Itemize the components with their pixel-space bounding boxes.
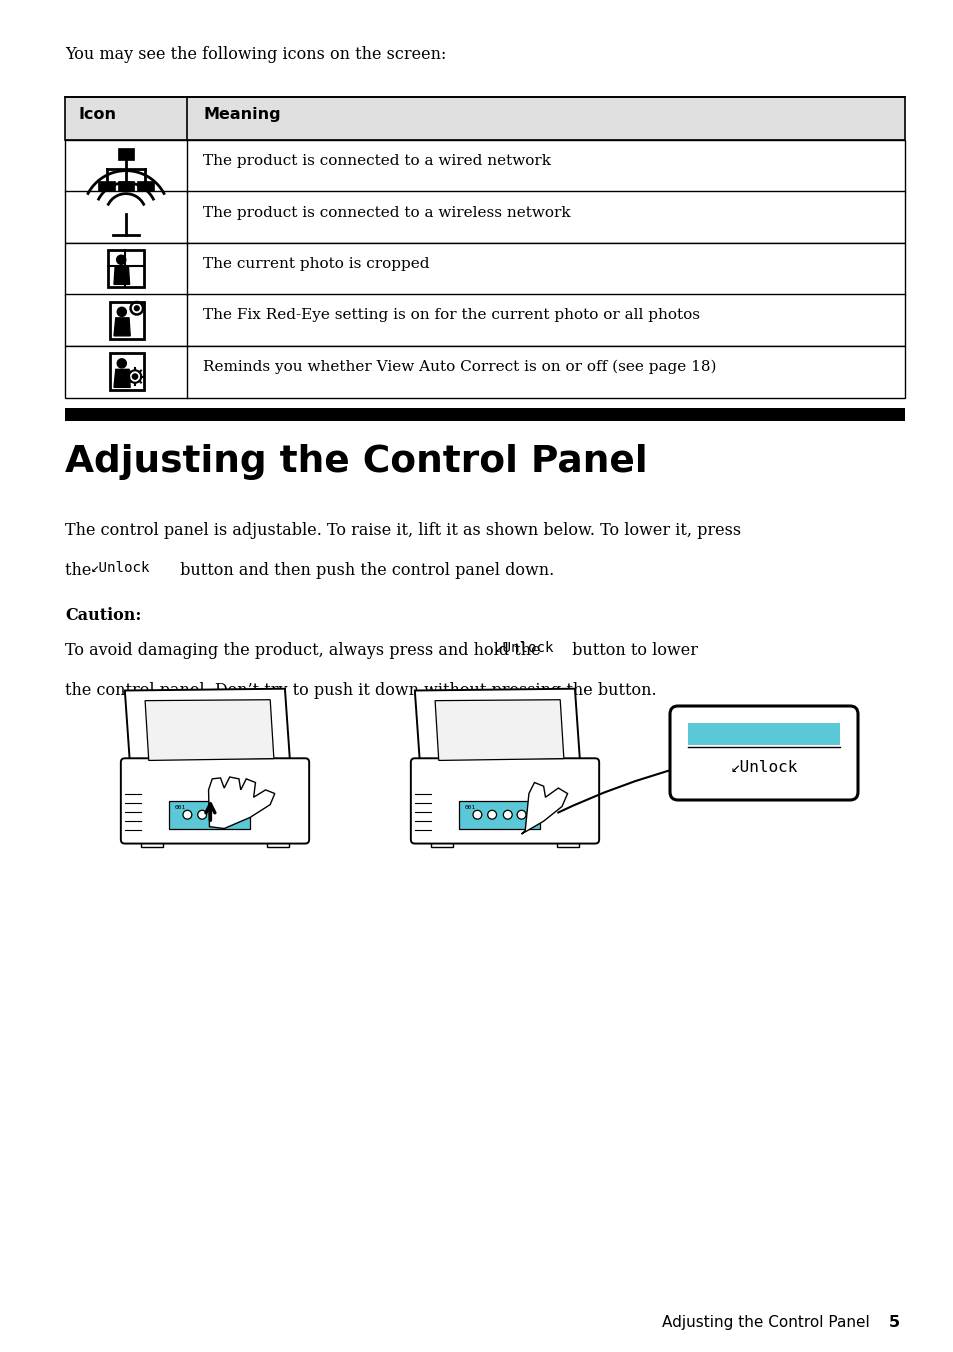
Bar bbox=[141, 838, 163, 846]
Circle shape bbox=[134, 306, 139, 311]
Circle shape bbox=[116, 256, 126, 264]
Polygon shape bbox=[145, 700, 274, 760]
Text: ↙Unlock: ↙Unlock bbox=[495, 641, 554, 654]
Bar bbox=[65, 97, 904, 141]
Text: Adjusting the Control Panel: Adjusting the Control Panel bbox=[661, 1315, 869, 1330]
Polygon shape bbox=[113, 266, 130, 284]
Text: ↙Unlock: ↙Unlock bbox=[730, 760, 797, 775]
Text: The product is connected to a wired network: The product is connected to a wired netw… bbox=[203, 154, 551, 168]
Text: Adjusting the Control Panel: Adjusting the Control Panel bbox=[65, 443, 647, 480]
Bar bbox=[687, 723, 840, 745]
Text: The product is connected to a wireless network: The product is connected to a wireless n… bbox=[203, 206, 570, 219]
Text: button and then push the control panel down.: button and then push the control panel d… bbox=[174, 562, 554, 579]
Bar bbox=[556, 838, 578, 846]
Polygon shape bbox=[113, 318, 130, 335]
Circle shape bbox=[117, 358, 126, 368]
Polygon shape bbox=[415, 688, 579, 769]
Bar bbox=[98, 181, 115, 193]
Text: the: the bbox=[65, 562, 96, 579]
Text: 001: 001 bbox=[464, 804, 476, 810]
Circle shape bbox=[197, 810, 206, 819]
Polygon shape bbox=[209, 777, 274, 829]
Text: Caution:: Caution: bbox=[65, 607, 141, 625]
Polygon shape bbox=[435, 700, 563, 760]
Bar bbox=[108, 250, 144, 288]
Bar bbox=[65, 346, 904, 397]
Text: 5: 5 bbox=[888, 1315, 899, 1330]
Circle shape bbox=[117, 307, 126, 316]
Text: button to lower: button to lower bbox=[566, 642, 698, 658]
Circle shape bbox=[503, 810, 512, 819]
FancyBboxPatch shape bbox=[411, 758, 598, 844]
Bar bbox=[117, 149, 134, 160]
FancyBboxPatch shape bbox=[669, 706, 857, 800]
Text: The control panel is adjustable. To raise it, lift it as shown below. To lower i: The control panel is adjustable. To rais… bbox=[65, 522, 740, 539]
Text: 001: 001 bbox=[174, 804, 186, 810]
Circle shape bbox=[487, 810, 496, 819]
Bar bbox=[136, 181, 153, 193]
Text: The Fix Red-Eye setting is on for the current photo or all photos: The Fix Red-Eye setting is on for the cu… bbox=[203, 308, 700, 323]
Bar bbox=[169, 800, 250, 829]
Text: You may see the following icons on the screen:: You may see the following icons on the s… bbox=[65, 46, 446, 64]
Text: The current photo is cropped: The current photo is cropped bbox=[203, 257, 429, 270]
Circle shape bbox=[132, 375, 137, 379]
Text: Icon: Icon bbox=[78, 107, 116, 122]
Polygon shape bbox=[125, 688, 290, 769]
Bar bbox=[431, 838, 453, 846]
Bar bbox=[65, 243, 904, 295]
Circle shape bbox=[517, 810, 525, 819]
Bar bbox=[458, 800, 539, 829]
Bar bbox=[65, 192, 904, 243]
Polygon shape bbox=[521, 783, 567, 834]
Bar bbox=[266, 838, 289, 846]
Circle shape bbox=[213, 810, 222, 819]
Text: ↙Unlock: ↙Unlock bbox=[91, 561, 151, 575]
Bar bbox=[65, 141, 904, 192]
Text: To avoid damaging the product, always press and hold the: To avoid damaging the product, always pr… bbox=[65, 642, 545, 658]
Text: Reminds you whether View Auto Correct is on or off (see page 18): Reminds you whether View Auto Correct is… bbox=[203, 360, 716, 375]
Text: the control panel. Don’t try to push it down without pressing the button.: the control panel. Don’t try to push it … bbox=[65, 681, 656, 699]
Circle shape bbox=[227, 810, 235, 819]
Bar bbox=[111, 301, 144, 339]
Bar bbox=[65, 295, 904, 346]
Bar bbox=[111, 353, 144, 391]
Bar bbox=[117, 181, 134, 193]
Polygon shape bbox=[113, 369, 130, 388]
Text: Meaning: Meaning bbox=[203, 107, 280, 122]
Circle shape bbox=[473, 810, 481, 819]
Circle shape bbox=[183, 810, 192, 819]
FancyBboxPatch shape bbox=[121, 758, 309, 844]
Bar bbox=[65, 408, 904, 420]
